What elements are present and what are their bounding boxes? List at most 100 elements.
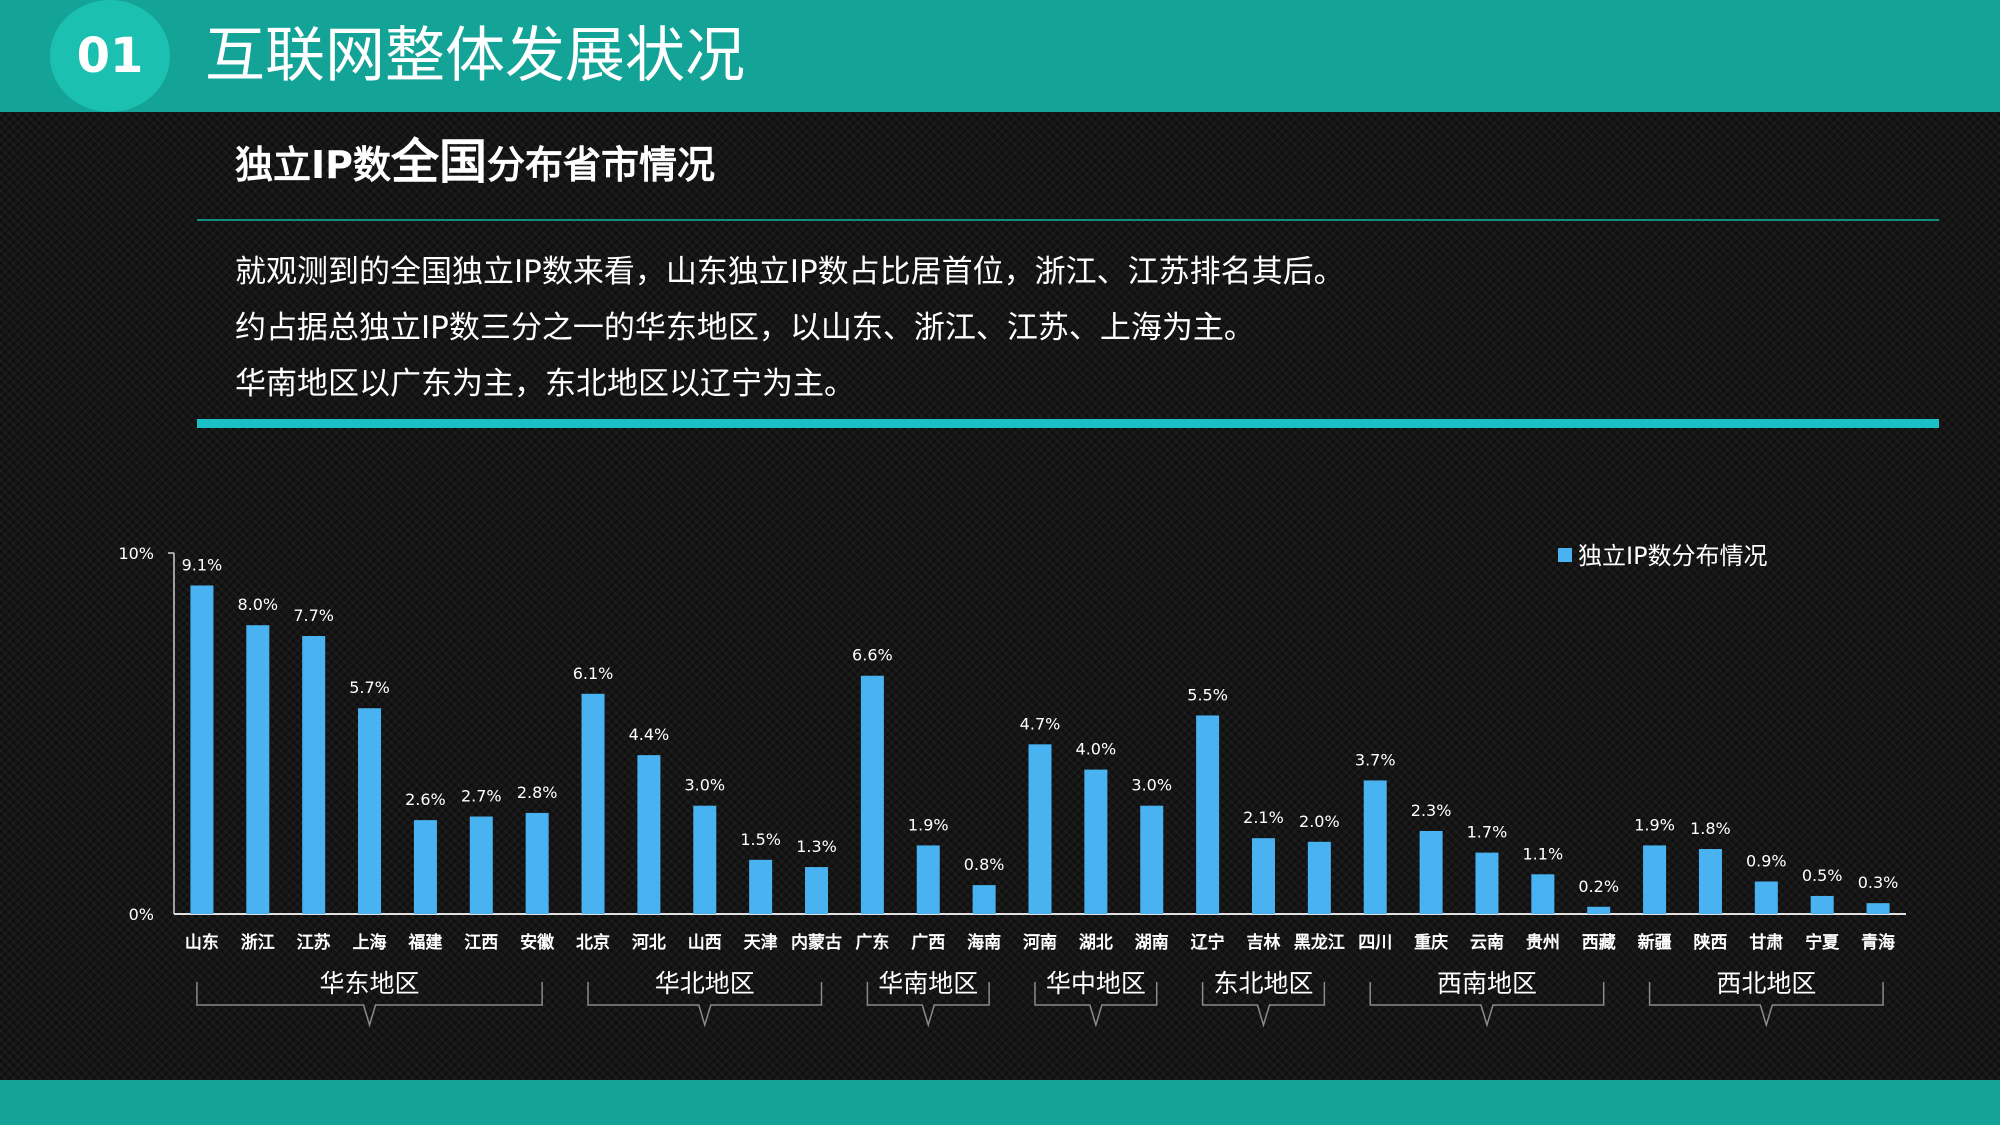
x-tick-label: 河北 <box>632 933 666 953</box>
bar <box>693 805 717 914</box>
x-tick-label: 上海 <box>353 932 387 953</box>
region-bracket <box>196 982 543 1028</box>
x-tick-label: 西藏 <box>1582 933 1616 953</box>
bar <box>637 755 661 914</box>
x-tick-label: 江苏 <box>297 932 331 953</box>
bar <box>916 845 940 914</box>
footer-bar <box>0 1080 2000 1125</box>
data-label: 7.7% <box>293 606 334 625</box>
data-label: 1.1% <box>1523 844 1564 863</box>
bar <box>1196 715 1220 914</box>
data-label: 2.0% <box>1299 812 1340 831</box>
data-label: 1.5% <box>740 830 781 849</box>
data-label: 3.0% <box>684 776 725 795</box>
section-number-badge: 01 <box>50 0 170 112</box>
region-bracket <box>587 982 823 1028</box>
summary-line-2: 约占据总独立IP数三分之一的华东地区，以山东、浙江、江苏、上海为主。 <box>235 310 1255 346</box>
x-tick-label: 天津 <box>744 932 778 953</box>
bar <box>1643 845 1667 914</box>
data-label: 4.4% <box>629 725 670 744</box>
data-label: 2.7% <box>461 787 502 806</box>
x-tick-label: 陕西 <box>1693 932 1727 953</box>
data-label: 0.3% <box>1858 873 1899 892</box>
x-tick-label: 浙江 <box>241 932 275 953</box>
bar <box>1866 903 1890 914</box>
bar <box>302 636 326 914</box>
bar <box>525 812 549 914</box>
x-tick-label: 吉林 <box>1246 932 1280 953</box>
bar <box>1363 780 1387 914</box>
data-label: 0.5% <box>1802 866 1843 885</box>
region-bracket <box>1369 982 1605 1028</box>
region-label: 华北地区 <box>655 969 755 998</box>
x-tick-label: 湖南 <box>1135 932 1169 953</box>
data-label: 2.6% <box>405 790 446 809</box>
region-label: 西北地区 <box>1716 969 1816 998</box>
data-label: 2.1% <box>1243 808 1284 827</box>
summary-divider <box>197 419 1939 428</box>
data-label: 1.9% <box>908 815 949 834</box>
legend-label: 独立IP数分布情况 <box>1578 542 1768 570</box>
bar <box>469 816 493 914</box>
bar <box>1307 841 1331 914</box>
bar <box>246 625 270 914</box>
y-tick-label: 0% <box>129 905 154 924</box>
data-label: 4.0% <box>1076 740 1117 759</box>
bar <box>1531 874 1555 914</box>
data-label: 9.1% <box>182 555 223 574</box>
data-label: 4.7% <box>1020 714 1061 733</box>
data-label: 0.2% <box>1578 877 1619 896</box>
bar <box>413 820 437 914</box>
summary-text: 就观测到的全国独立IP数来看，山东独立IP数占比居首位，浙江、江苏排名其后。 约… <box>235 244 1345 412</box>
bar <box>1754 881 1778 914</box>
x-tick-label: 重庆 <box>1414 932 1448 953</box>
x-tick-label: 黑龙江 <box>1294 932 1345 953</box>
section-title-part2: 全国 <box>391 134 488 190</box>
bar <box>1810 895 1834 914</box>
summary-line-1: 就观测到的全国独立IP数来看，山东独立IP数占比居首位，浙江、江苏排名其后。 <box>235 254 1345 290</box>
bar <box>1084 769 1108 914</box>
y-tick-label: 10% <box>118 544 154 563</box>
bar <box>358 708 382 914</box>
x-tick-label: 海南 <box>967 932 1001 953</box>
section-title-part1: 独立IP数 <box>235 143 391 187</box>
data-label: 1.9% <box>1634 815 1675 834</box>
bar <box>190 585 214 914</box>
data-label: 2.3% <box>1411 801 1452 820</box>
bar <box>1419 830 1443 914</box>
x-tick-label: 山西 <box>688 933 722 953</box>
data-label: 6.6% <box>852 646 893 665</box>
x-tick-label: 安徽 <box>520 932 555 953</box>
region-label: 华中地区 <box>1046 969 1146 998</box>
section-title: 独立IP数全国分布省市情况 <box>235 134 715 193</box>
x-tick-label: 贵州 <box>1526 932 1560 953</box>
summary-line-3: 华南地区以广东为主，东北地区以辽宁为主。 <box>235 366 855 402</box>
bar <box>860 675 884 914</box>
x-tick-label: 福建 <box>407 932 442 953</box>
region-label: 华东地区 <box>320 969 420 998</box>
region-label: 东北地区 <box>1213 969 1313 998</box>
data-label: 3.7% <box>1355 750 1396 769</box>
bar <box>1698 849 1722 914</box>
data-label: 8.0% <box>237 595 278 614</box>
x-tick-label: 河南 <box>1023 932 1057 953</box>
data-label: 6.1% <box>573 664 614 683</box>
bar <box>581 693 605 914</box>
bar <box>1475 852 1499 914</box>
x-tick-label: 江西 <box>464 933 498 953</box>
x-tick-label: 内蒙古 <box>791 932 842 953</box>
x-tick-label: 云南 <box>1470 932 1504 953</box>
x-tick-label: 甘肃 <box>1749 932 1783 953</box>
region-bracket <box>866 982 990 1028</box>
x-tick-label: 新疆 <box>1638 932 1672 953</box>
data-label: 1.3% <box>796 837 837 856</box>
bar <box>1140 805 1164 914</box>
bar <box>1251 838 1275 914</box>
x-tick-label: 北京 <box>576 932 610 953</box>
bar <box>1028 744 1052 914</box>
region-label: 华南地区 <box>878 969 978 998</box>
region-label: 西南地区 <box>1437 969 1537 998</box>
x-tick-label: 宁夏 <box>1805 932 1840 953</box>
bar <box>1587 906 1611 914</box>
